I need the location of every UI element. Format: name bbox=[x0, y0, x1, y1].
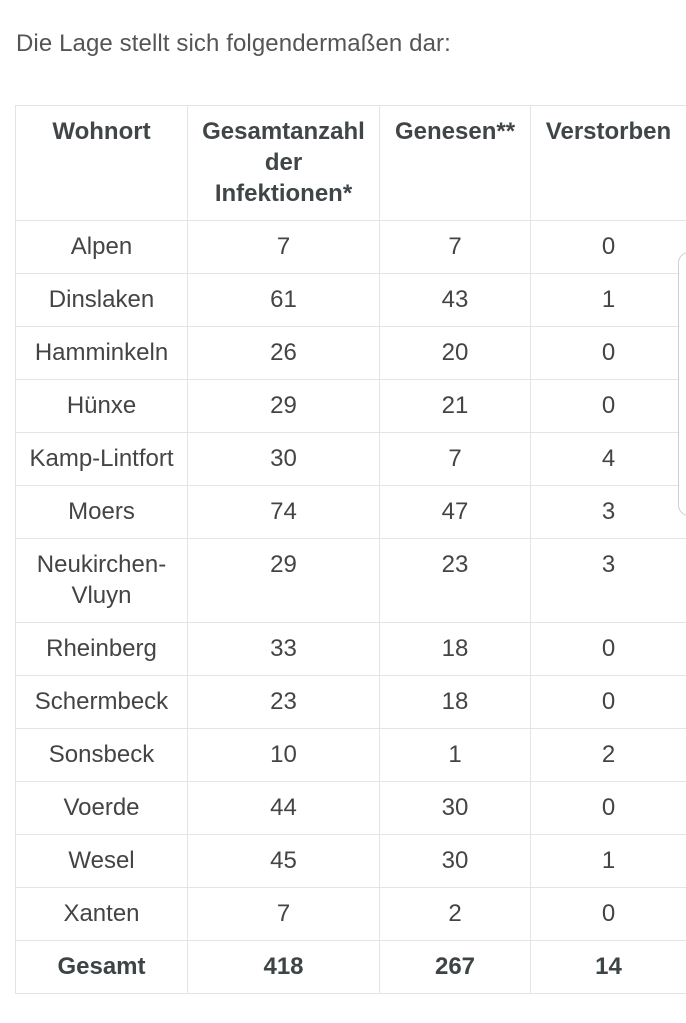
cell-wohnort: Kamp-Lintfort bbox=[15, 432, 188, 486]
table-row: Voerde 44 30 0 bbox=[15, 781, 686, 835]
header-verstorben: Verstorben bbox=[530, 105, 686, 221]
cell-verstorben: 0 bbox=[530, 622, 686, 676]
header-wohnort: Wohnort bbox=[15, 105, 188, 221]
cell-wohnort: Neukirchen-Vluyn bbox=[15, 538, 188, 623]
intro-text: Die Lage stellt sich folgendermaßen dar: bbox=[16, 30, 451, 57]
cell-wohnort: Moers bbox=[15, 485, 188, 539]
table-row: Hamminkeln 26 20 0 bbox=[15, 326, 686, 380]
infection-table: Wohnort Gesamtanzahl der Infektionen* Ge… bbox=[15, 105, 686, 994]
cell-genesen: 21 bbox=[379, 379, 531, 433]
table-row: Hünxe 29 21 0 bbox=[15, 379, 686, 433]
total-row: Gesamt 418 267 14 bbox=[15, 940, 686, 994]
cell-verstorben: 3 bbox=[530, 538, 686, 623]
header-gesamtanzahl: Gesamtanzahl der Infektionen* bbox=[187, 105, 380, 221]
cell-genesen: 47 bbox=[379, 485, 531, 539]
table-row: Wesel 45 30 1 bbox=[15, 834, 686, 888]
cell-gesamtanzahl: 61 bbox=[187, 273, 380, 327]
cell-gesamtanzahl: 29 bbox=[187, 379, 380, 433]
scroll-handle[interactable] bbox=[678, 252, 686, 516]
cell-gesamtanzahl: 30 bbox=[187, 432, 380, 486]
cell-genesen: 43 bbox=[379, 273, 531, 327]
total-label: Gesamt bbox=[15, 940, 188, 994]
cell-genesen: 18 bbox=[379, 675, 531, 729]
cell-genesen: 20 bbox=[379, 326, 531, 380]
cell-wohnort: Dinslaken bbox=[15, 273, 188, 327]
total-verstorben: 14 bbox=[530, 940, 686, 994]
cell-verstorben: 0 bbox=[530, 220, 686, 274]
cell-gesamtanzahl: 23 bbox=[187, 675, 380, 729]
total-genesen: 267 bbox=[379, 940, 531, 994]
cell-gesamtanzahl: 10 bbox=[187, 728, 380, 782]
cell-verstorben: 0 bbox=[530, 887, 686, 941]
table-row: Schermbeck 23 18 0 bbox=[15, 675, 686, 729]
cell-gesamtanzahl: 33 bbox=[187, 622, 380, 676]
cell-wohnort: Hünxe bbox=[15, 379, 188, 433]
cell-wohnort: Schermbeck bbox=[15, 675, 188, 729]
cell-gesamtanzahl: 26 bbox=[187, 326, 380, 380]
table-row: Kamp-Lintfort 30 7 4 bbox=[15, 432, 686, 486]
cell-wohnort: Hamminkeln bbox=[15, 326, 188, 380]
cell-gesamtanzahl: 45 bbox=[187, 834, 380, 888]
cell-verstorben: 0 bbox=[530, 675, 686, 729]
total-gesamtanzahl: 418 bbox=[187, 940, 380, 994]
cell-gesamtanzahl: 7 bbox=[187, 220, 380, 274]
cell-verstorben: 0 bbox=[530, 326, 686, 380]
table-row: Neukirchen-Vluyn 29 23 3 bbox=[15, 538, 686, 623]
cell-wohnort: Rheinberg bbox=[15, 622, 188, 676]
cell-verstorben: 1 bbox=[530, 273, 686, 327]
header-genesen: Genesen** bbox=[379, 105, 531, 221]
table-row: Xanten 7 2 0 bbox=[15, 887, 686, 941]
cell-genesen: 7 bbox=[379, 432, 531, 486]
cell-genesen: 7 bbox=[379, 220, 531, 274]
cell-verstorben: 4 bbox=[530, 432, 686, 486]
cell-genesen: 23 bbox=[379, 538, 531, 623]
table-header-row: Wohnort Gesamtanzahl der Infektionen* Ge… bbox=[15, 105, 686, 221]
cell-wohnort: Xanten bbox=[15, 887, 188, 941]
table-row: Moers 74 47 3 bbox=[15, 485, 686, 539]
cell-genesen: 30 bbox=[379, 834, 531, 888]
table-row: Alpen 7 7 0 bbox=[15, 220, 686, 274]
cell-genesen: 2 bbox=[379, 887, 531, 941]
cell-wohnort: Alpen bbox=[15, 220, 188, 274]
cell-verstorben: 3 bbox=[530, 485, 686, 539]
table-row: Dinslaken 61 43 1 bbox=[15, 273, 686, 327]
cell-genesen: 18 bbox=[379, 622, 531, 676]
table-row: Rheinberg 33 18 0 bbox=[15, 622, 686, 676]
cell-verstorben: 0 bbox=[530, 379, 686, 433]
cell-gesamtanzahl: 7 bbox=[187, 887, 380, 941]
cell-gesamtanzahl: 74 bbox=[187, 485, 380, 539]
cell-wohnort: Wesel bbox=[15, 834, 188, 888]
cell-verstorben: 0 bbox=[530, 781, 686, 835]
cell-wohnort: Voerde bbox=[15, 781, 188, 835]
cell-genesen: 30 bbox=[379, 781, 531, 835]
cell-genesen: 1 bbox=[379, 728, 531, 782]
cell-gesamtanzahl: 29 bbox=[187, 538, 380, 623]
cell-wohnort: Sonsbeck bbox=[15, 728, 188, 782]
cell-verstorben: 2 bbox=[530, 728, 686, 782]
table-row: Sonsbeck 10 1 2 bbox=[15, 728, 686, 782]
cell-verstorben: 1 bbox=[530, 834, 686, 888]
cell-gesamtanzahl: 44 bbox=[187, 781, 380, 835]
